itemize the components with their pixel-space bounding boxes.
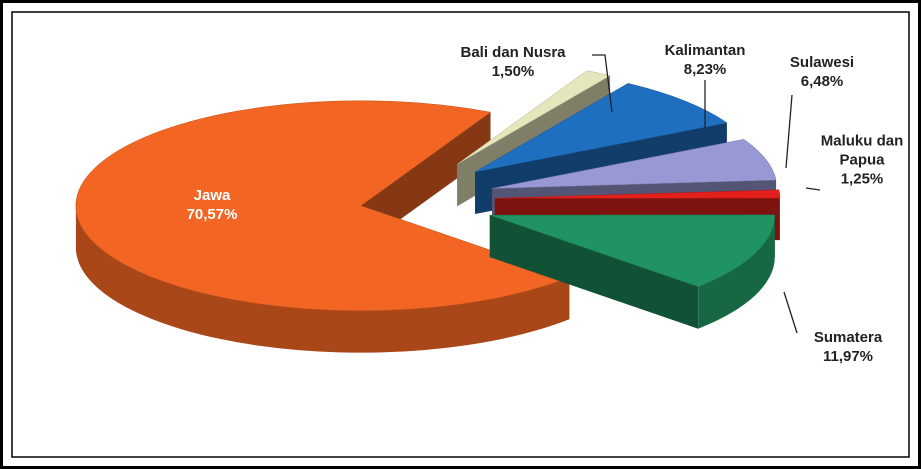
value-label: 70,57%	[186, 206, 238, 223]
pie-slice	[491, 139, 777, 189]
value-label: 1,25%	[840, 170, 884, 188]
value-label: 6,48%	[800, 73, 844, 90]
leader-line	[805, 187, 821, 191]
slice-label: Sumatera 11,97%	[814, 328, 882, 366]
category: Sumatera	[813, 329, 883, 346]
slice-label: Sulawesi 6,48%	[790, 53, 854, 91]
pie-slice	[457, 70, 611, 165]
pie-slice	[474, 83, 728, 173]
category: Jawa	[193, 187, 231, 204]
pie-slice	[489, 214, 776, 287]
slice-label: Kalimantan 8,23%	[665, 41, 746, 79]
slice-outer-wall	[75, 205, 570, 353]
slice-label: Maluku dan Papua 1,25%	[812, 132, 912, 189]
value-label: 11,97%	[822, 348, 874, 365]
slice-outer-wall	[698, 215, 775, 329]
leader-line	[785, 94, 793, 169]
value-label: 8,23%	[683, 61, 727, 78]
value-label: 1,50%	[491, 63, 535, 80]
slice-label: Bali dan Nusra 1,50%	[460, 43, 565, 81]
category: Kalimantan	[664, 42, 746, 59]
pie-slice	[494, 189, 781, 199]
slice-inner-wall	[360, 112, 491, 248]
plot-frame	[11, 11, 910, 458]
category: Maluku dan Papua	[820, 132, 904, 169]
category: Sulawesi	[789, 54, 855, 71]
slice-label: Jawa 70,57%	[187, 186, 238, 224]
pie-slice	[75, 100, 571, 311]
category: Bali dan Nusra	[460, 44, 566, 61]
leader-line	[783, 291, 798, 334]
slice-inner-wall	[489, 215, 699, 329]
leader-line	[592, 54, 613, 113]
